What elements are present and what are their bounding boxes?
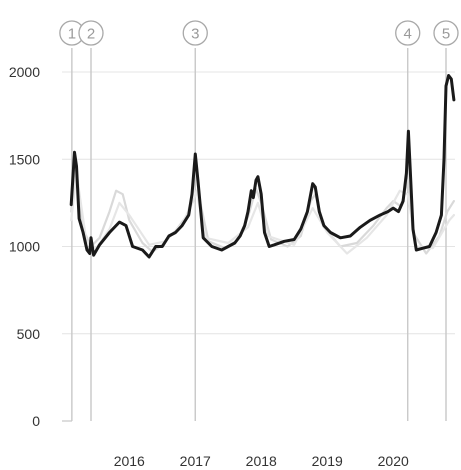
series-line-main <box>69 74 456 259</box>
x-axis-ticks: 2016 2017 2018 2019 2020 <box>114 453 409 469</box>
x-tick-label: 2018 <box>246 453 277 469</box>
y-axis-ticks: 0 500 1000 1500 2000 <box>9 64 40 429</box>
y-tick-label: 2000 <box>9 64 40 80</box>
event-marker-label-5: 5 <box>442 26 450 43</box>
y-tick-label: 1000 <box>9 239 40 255</box>
event-marker-label-2: 2 <box>87 26 95 43</box>
grid-layer <box>62 71 455 422</box>
x-tick-label: 2017 <box>180 453 211 469</box>
event-marker-label-3: 3 <box>191 26 199 43</box>
x-tick-label: 2019 <box>312 453 343 469</box>
event-marker-circle-3 <box>182 20 208 46</box>
event-marker-circle-4 <box>395 20 421 46</box>
x-tick-label: 2016 <box>114 453 145 469</box>
event-marker-label-4: 4 <box>404 26 412 43</box>
series-layer <box>69 74 456 259</box>
y-tick-label: 0 <box>32 413 40 429</box>
y-tick-label: 500 <box>17 326 41 342</box>
x-tick-label: 2020 <box>378 453 409 469</box>
event-marker-circle-2 <box>78 20 104 46</box>
series-line-background-2 <box>70 172 455 255</box>
event-marker-circle-5 <box>433 20 459 46</box>
y-tick-label: 1500 <box>9 151 40 167</box>
event-marker-label-1: 1 <box>68 26 76 43</box>
